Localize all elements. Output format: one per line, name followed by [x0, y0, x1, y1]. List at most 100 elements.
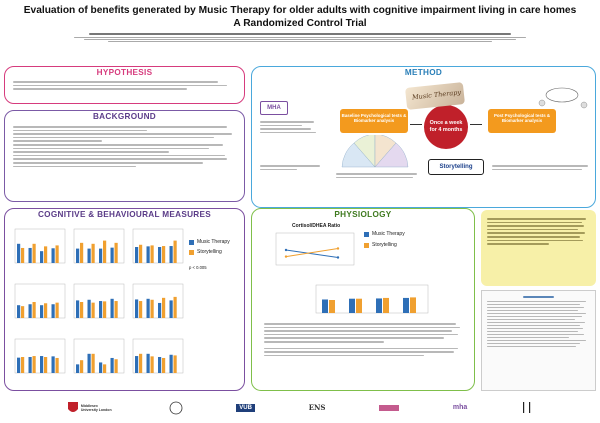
bar: [55, 245, 59, 263]
bar: [28, 357, 32, 373]
data-point: [336, 256, 340, 259]
legend-swatch-music: [364, 231, 369, 237]
legend-swatch-music: [189, 239, 194, 245]
bar: [173, 296, 177, 318]
bar: [40, 356, 44, 373]
bar: [173, 355, 177, 373]
bar: [44, 357, 48, 373]
bar: [51, 304, 55, 318]
poster-title: Evaluation of benefits generated by Musi…: [0, 4, 600, 30]
intervention-circle: Once a week for 4 months: [424, 105, 468, 149]
series-line: [285, 248, 339, 258]
bar: [139, 353, 143, 373]
bar: [87, 299, 91, 318]
bar: [51, 356, 55, 373]
bar: [76, 248, 80, 263]
bar: [28, 247, 32, 263]
legend-swatch-story: [189, 249, 194, 255]
bar: [114, 242, 118, 263]
bar: [158, 357, 162, 373]
bar: [162, 357, 166, 373]
bar: [169, 354, 173, 373]
legend-label-music: Music Therapy: [197, 239, 230, 245]
bar: [110, 247, 114, 263]
data-point: [284, 248, 288, 252]
legend-label-story: Storytelling: [197, 249, 222, 255]
physiology-heading: PHYSIOLOGY: [334, 210, 392, 219]
storytelling-image: Storytelling: [428, 159, 484, 175]
university-logo: [169, 401, 183, 415]
bar: [158, 302, 162, 318]
bar: [114, 359, 118, 373]
bar: [162, 246, 166, 263]
bar: [44, 303, 48, 318]
bar: [150, 299, 154, 318]
bar: [162, 297, 166, 318]
institution-logos: Middlesex University London VUB ENS mha: [0, 393, 600, 423]
cognitive-chart-grid: [11, 223, 189, 389]
baseline-box: Baseline Psychological tests & Biomarker…: [340, 109, 408, 133]
salivary-chart: [315, 284, 429, 314]
bar: [146, 353, 150, 373]
plot-frame: [315, 284, 429, 314]
cortisol-chart: [275, 232, 355, 266]
bar: [87, 353, 91, 373]
bar: [103, 364, 107, 373]
bar: [135, 356, 139, 373]
hypothesis-panel: HYPOTHESIS: [4, 66, 245, 104]
bar: [21, 247, 25, 263]
seal-icon: [169, 401, 182, 415]
biomarker-diagram-svg: [538, 87, 588, 109]
cortisol-chart-title: Cortisol/DHEA Ratio: [292, 223, 341, 229]
background-panel: BACKGROUND: [4, 110, 245, 202]
bar: [55, 357, 59, 373]
references-panel: [481, 290, 596, 391]
mha-logo: MHA: [260, 101, 288, 115]
author-list: [60, 33, 540, 43]
title-line-2: A Randomized Control Trial: [233, 18, 367, 29]
bar: [28, 304, 32, 318]
bar: [17, 243, 21, 263]
bar: [150, 356, 154, 373]
mha-footer-logo: mha: [452, 404, 468, 411]
background-heading: BACKGROUND: [92, 112, 157, 121]
bar: [44, 246, 48, 263]
bar: [40, 305, 44, 318]
bar: [410, 297, 416, 313]
bar: [169, 300, 173, 318]
physiology-legend: Music Therapy Storytelling: [364, 231, 405, 248]
middlesex-logo: Middlesex University London: [67, 401, 115, 415]
pie-diagram-svg: [341, 133, 409, 168]
cognitive-chart: [132, 338, 184, 374]
data-point: [336, 247, 340, 250]
vub-logo: VUB: [236, 404, 255, 412]
cognitive-chart: [132, 228, 184, 264]
bar: [32, 302, 36, 318]
data-point: [284, 255, 288, 258]
bar: [376, 298, 382, 313]
bar: [158, 247, 162, 263]
cognitive-chart: [132, 283, 184, 319]
bar: [55, 302, 59, 318]
bar: [17, 357, 21, 373]
method-heading: METHOD: [404, 68, 443, 77]
bar: [80, 242, 84, 263]
cognitive-chart: [73, 338, 125, 374]
bar: [110, 357, 114, 373]
legend-swatch-story: [364, 242, 369, 248]
legend-label-music: Music Therapy: [372, 231, 405, 237]
music-therapy-image: Music Therapy: [405, 82, 465, 110]
bar: [169, 246, 173, 263]
post-box: Post Psychological tests & Biomarker ana…: [488, 109, 556, 133]
cognitive-chart: [73, 228, 125, 264]
bar: [173, 240, 177, 263]
cognitive-chart: [73, 283, 125, 319]
plot-frame: [275, 232, 355, 266]
bar: [99, 362, 103, 373]
bar: [139, 301, 143, 318]
pie-diagram: [332, 133, 418, 169]
arrow-right-icon: [410, 124, 422, 126]
bar: [91, 353, 95, 373]
music-logo: [521, 401, 533, 415]
bar: [322, 299, 328, 313]
